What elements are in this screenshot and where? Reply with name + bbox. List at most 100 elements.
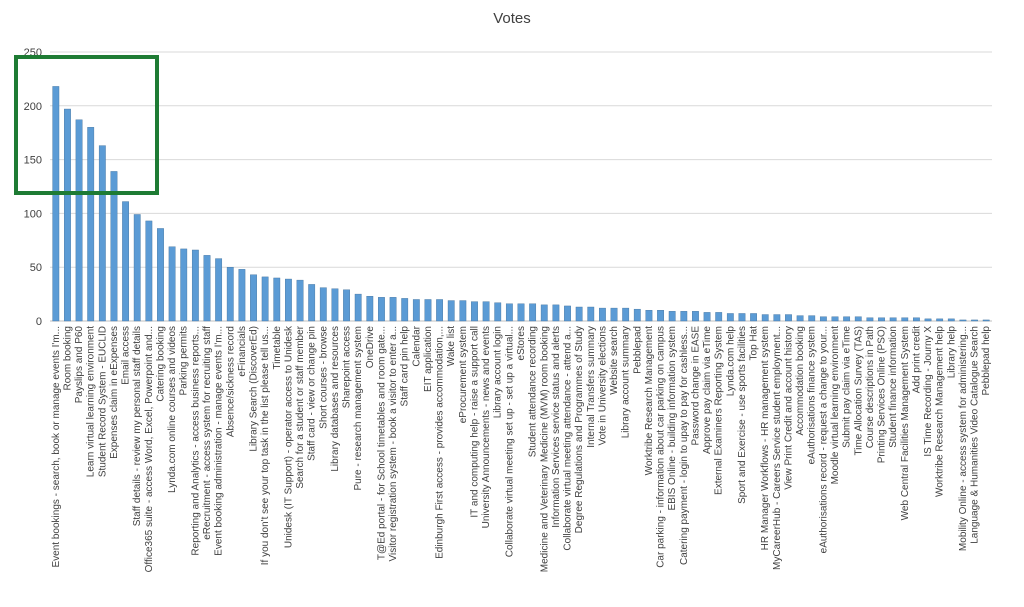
bar: [261, 276, 269, 322]
x-category-label: Add print credit: [911, 326, 922, 393]
bar: [459, 300, 467, 322]
bar: [773, 314, 781, 322]
bar: [947, 318, 955, 322]
bar: [87, 127, 95, 322]
y-tick-label: 100: [24, 208, 42, 220]
x-category-label: Vote in University elections: [597, 326, 608, 446]
x-category-label: eAuthorisations record - request a chang…: [818, 326, 829, 553]
x-category-label: Staff details - review my personal staff…: [132, 326, 143, 526]
x-category-label: Timetable: [272, 326, 283, 370]
x-category-label: Event booking administration - manage ev…: [214, 326, 225, 556]
x-category-label: Course descriptions in Path: [865, 326, 876, 448]
x-category-label: Time Allocation Survey (TAS): [853, 326, 864, 455]
bar: [785, 314, 792, 322]
bar: [831, 316, 839, 322]
bar: [203, 255, 211, 322]
bar: [575, 306, 583, 322]
bar: [64, 108, 71, 322]
bar: [122, 201, 129, 322]
bar: [215, 258, 223, 322]
bar: [296, 279, 304, 322]
bar: [866, 317, 874, 322]
x-category-label: Car parking - information about car park…: [656, 326, 667, 568]
x-category-label: Sport and Exercise - use sports faciliti…: [737, 326, 748, 504]
x-category-label: Medicine and Veterinary Medicine (MVM) r…: [539, 326, 550, 572]
bar: [540, 304, 548, 322]
highlight-box: [14, 55, 159, 195]
bar: [843, 316, 851, 322]
x-category-label: Password change in EASE: [690, 326, 701, 446]
x-category-label: Approve pay claim via eTime: [702, 326, 713, 454]
bar: [191, 249, 199, 322]
bar: [703, 312, 711, 322]
x-category-label: eRecruitment - access system for recruit…: [202, 326, 213, 540]
x-category-label: Catering payment - login to upay to pay …: [679, 326, 690, 565]
bar: [238, 269, 246, 322]
x-category-label: Lynda.com help: [725, 326, 736, 397]
x-category-label: Accommodation booking: [795, 326, 806, 436]
x-category-label: Learn virtual learning environment: [86, 326, 97, 477]
bar: [273, 277, 281, 322]
x-category-label: EBIS Online - building information syste…: [667, 326, 678, 511]
bar: [226, 267, 234, 322]
chart-title: Votes: [493, 10, 531, 27]
x-category-label: Pure - research management system: [353, 326, 364, 491]
bar: [331, 288, 339, 322]
x-category-label: IS Time Recording - Journy X: [923, 326, 934, 457]
bar: [819, 316, 827, 322]
bar: [447, 300, 455, 322]
bar: [878, 317, 885, 322]
bar: [157, 228, 164, 322]
x-category-label: eProcurement system: [458, 326, 469, 423]
bar: [657, 310, 664, 322]
x-category-label: View Print Credit and account history: [783, 326, 794, 490]
x-category-label: Worktribe Research Management: [644, 326, 655, 476]
bar: [389, 297, 397, 322]
bar: [110, 171, 118, 322]
x-category-label: Lynda.com online courses and videos: [167, 326, 178, 493]
bar-series: [52, 86, 990, 322]
bar: [761, 314, 769, 322]
bar: [133, 214, 141, 322]
bar: [692, 311, 699, 322]
x-category-label: Visitor registration system - book a vis…: [388, 326, 399, 561]
x-category-label: eFinancials: [237, 326, 248, 377]
x-category-label: External Examiners Reporting System: [714, 326, 725, 495]
gridlines: [50, 51, 992, 322]
x-category-label: OneDrive: [365, 326, 376, 369]
x-category-label: Email access: [121, 326, 132, 385]
x-category-label: Library databases and resources: [330, 326, 341, 472]
bar: [517, 303, 525, 322]
bar: [482, 301, 490, 322]
x-category-label: Parking permits: [179, 326, 190, 395]
bar: [796, 315, 804, 322]
bar: [436, 299, 443, 322]
bar: [412, 299, 420, 322]
bar: [354, 293, 362, 322]
y-tick-label: 200: [24, 101, 42, 113]
x-category-label: Mobility Online - access system for admi…: [958, 326, 969, 551]
x-category-label: Catering booking: [155, 326, 166, 402]
x-category-label: Calendar: [411, 325, 422, 366]
x-category-label: IT and computing help - raise a support …: [469, 326, 480, 518]
bar: [726, 313, 734, 322]
x-category-label: T@Ed portal - for School timetables and …: [376, 326, 387, 560]
bar: [168, 246, 176, 322]
bar: [366, 296, 374, 322]
x-category-label: Room booking: [62, 326, 73, 390]
x-category-label: Office365 suite - access Word, Excel, Po…: [144, 326, 155, 572]
x-category-label: Staff card pin help: [400, 326, 411, 407]
bar: [913, 317, 920, 322]
x-category-label: Library account login: [493, 326, 504, 418]
bar: [901, 317, 909, 322]
bar: [680, 311, 688, 322]
x-category-label: HR Manager Workflows - HR management sys…: [760, 326, 771, 550]
bar: [889, 317, 897, 322]
x-category-label: Short courses - browse: [318, 326, 329, 429]
x-category-label: Printing Services Online (PSO): [877, 326, 888, 463]
x-category-label: Staff card - view or change pin: [307, 326, 318, 461]
bar: [924, 318, 932, 322]
x-category-label: Payslips and P60: [74, 326, 85, 404]
x-category-label: Language & Humanities Video Catalogue Se…: [970, 326, 981, 544]
